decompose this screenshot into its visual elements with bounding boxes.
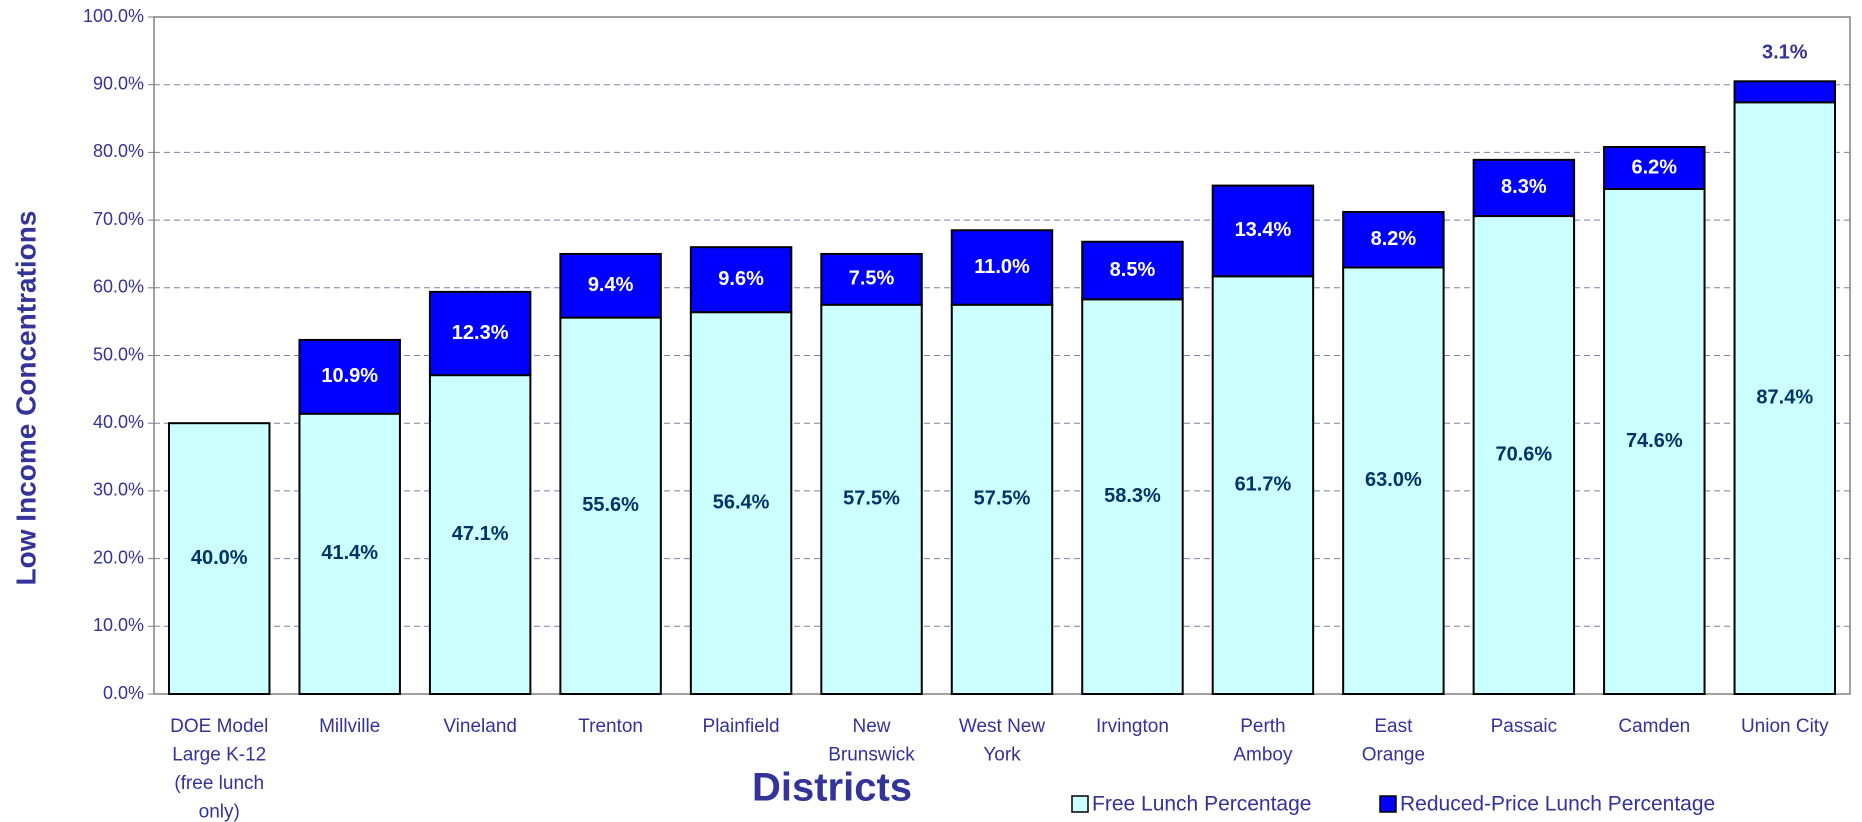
x-tick-label: Trenton bbox=[578, 716, 643, 737]
y-tick-label: 40.0% bbox=[93, 412, 144, 432]
data-label: 56.4% bbox=[713, 491, 770, 513]
data-label: 63.0% bbox=[1365, 469, 1422, 491]
data-label: 13.4% bbox=[1235, 219, 1292, 241]
y-tick-label: 90.0% bbox=[93, 73, 144, 93]
data-label: 40.0% bbox=[191, 547, 248, 569]
bar-segment bbox=[298, 338, 401, 415]
data-label: 3.1% bbox=[1762, 42, 1808, 64]
data-label: 12.3% bbox=[452, 322, 509, 344]
y-tick-label: 10.0% bbox=[93, 615, 144, 635]
x-tick-label: Irvington bbox=[1096, 716, 1169, 737]
bar-segment bbox=[689, 311, 793, 695]
y-tick-label: 70.0% bbox=[93, 209, 144, 229]
bar-segment bbox=[689, 246, 793, 314]
y-tick-label: 60.0% bbox=[93, 277, 144, 297]
bar-segment bbox=[168, 422, 271, 695]
bar-segment bbox=[1081, 298, 1184, 695]
bar-segment bbox=[559, 316, 662, 695]
x-tick-label: DOE Model bbox=[170, 716, 268, 737]
x-tick-label: Vineland bbox=[443, 716, 517, 737]
bar-segment bbox=[559, 252, 662, 319]
legend-label: Free Lunch Percentage bbox=[1092, 793, 1311, 816]
x-tick-label: Millville bbox=[319, 716, 380, 737]
legend-label: Reduced-Price Lunch Percentage bbox=[1400, 793, 1715, 816]
x-tick-label: Union City bbox=[1741, 716, 1829, 737]
bar-segment bbox=[950, 229, 1054, 306]
x-tick-label: Amboy bbox=[1233, 745, 1293, 766]
x-tick-label: East bbox=[1374, 716, 1413, 737]
data-label: 57.5% bbox=[843, 488, 900, 510]
x-tick-label: New bbox=[853, 716, 891, 737]
y-tick-label: 0.0% bbox=[103, 683, 144, 703]
x-axis-label: Districts bbox=[752, 766, 912, 810]
legend-swatch bbox=[1071, 795, 1089, 813]
x-tick-label: Plainfield bbox=[703, 716, 780, 737]
bar-segment bbox=[298, 412, 401, 695]
bar-segment bbox=[1211, 184, 1315, 278]
data-label: 9.4% bbox=[588, 274, 634, 296]
data-label: 74.6% bbox=[1626, 430, 1683, 452]
bar-segment bbox=[1603, 187, 1706, 695]
data-label: 70.6% bbox=[1495, 443, 1552, 465]
x-tick-label: Passaic bbox=[1491, 716, 1558, 737]
bar-segment bbox=[428, 290, 532, 377]
bar-segment bbox=[950, 303, 1054, 695]
data-label: 41.4% bbox=[321, 542, 378, 564]
y-tick-label: 100.0% bbox=[83, 6, 144, 26]
data-label: 7.5% bbox=[849, 268, 895, 290]
data-label: 11.0% bbox=[974, 256, 1030, 278]
data-label: 47.1% bbox=[452, 523, 509, 545]
data-label: 58.3% bbox=[1104, 485, 1161, 507]
bar-segment bbox=[1603, 145, 1706, 190]
data-label: 10.9% bbox=[321, 365, 378, 387]
x-tick-label: York bbox=[983, 745, 1021, 766]
bar-segment bbox=[1342, 266, 1445, 695]
bar-segment bbox=[1472, 158, 1576, 218]
bar-segment bbox=[1081, 240, 1184, 301]
y-axis-label: Low Income Concentrations bbox=[10, 211, 41, 586]
data-label: 8.2% bbox=[1371, 228, 1417, 250]
data-label: 55.6% bbox=[582, 494, 639, 516]
x-tick-label: West New bbox=[959, 716, 1046, 737]
bar-segment bbox=[1342, 210, 1445, 269]
data-label: 6.2% bbox=[1632, 156, 1678, 178]
x-tick-label: only) bbox=[199, 802, 240, 822]
x-tick-label: Brunswick bbox=[828, 745, 915, 766]
y-tick-label: 80.0% bbox=[93, 141, 144, 161]
bar-segment bbox=[820, 303, 923, 695]
data-label: 9.6% bbox=[718, 268, 764, 290]
bar-segment bbox=[428, 374, 532, 695]
y-tick-label: 30.0% bbox=[93, 480, 144, 500]
y-tick-label: 20.0% bbox=[93, 547, 144, 567]
data-label: 61.7% bbox=[1235, 473, 1292, 495]
x-tick-label: Large K-12 bbox=[172, 745, 266, 766]
bar-segment bbox=[1733, 80, 1836, 104]
y-tick-label: 50.0% bbox=[93, 344, 144, 364]
bar-segment bbox=[820, 252, 923, 306]
bar-segment bbox=[1211, 275, 1315, 695]
x-tick-label: Orange bbox=[1362, 745, 1425, 766]
data-label: 57.5% bbox=[974, 488, 1031, 510]
data-label: 8.3% bbox=[1501, 176, 1547, 198]
bar-segment bbox=[1733, 101, 1836, 695]
data-label: 8.5% bbox=[1110, 259, 1156, 281]
legend-swatch bbox=[1379, 795, 1397, 813]
data-label: 87.4% bbox=[1756, 386, 1813, 408]
x-tick-label: Perth bbox=[1240, 716, 1285, 737]
x-tick-label: Camden bbox=[1618, 716, 1690, 737]
x-tick-label: (free lunch bbox=[174, 773, 264, 794]
